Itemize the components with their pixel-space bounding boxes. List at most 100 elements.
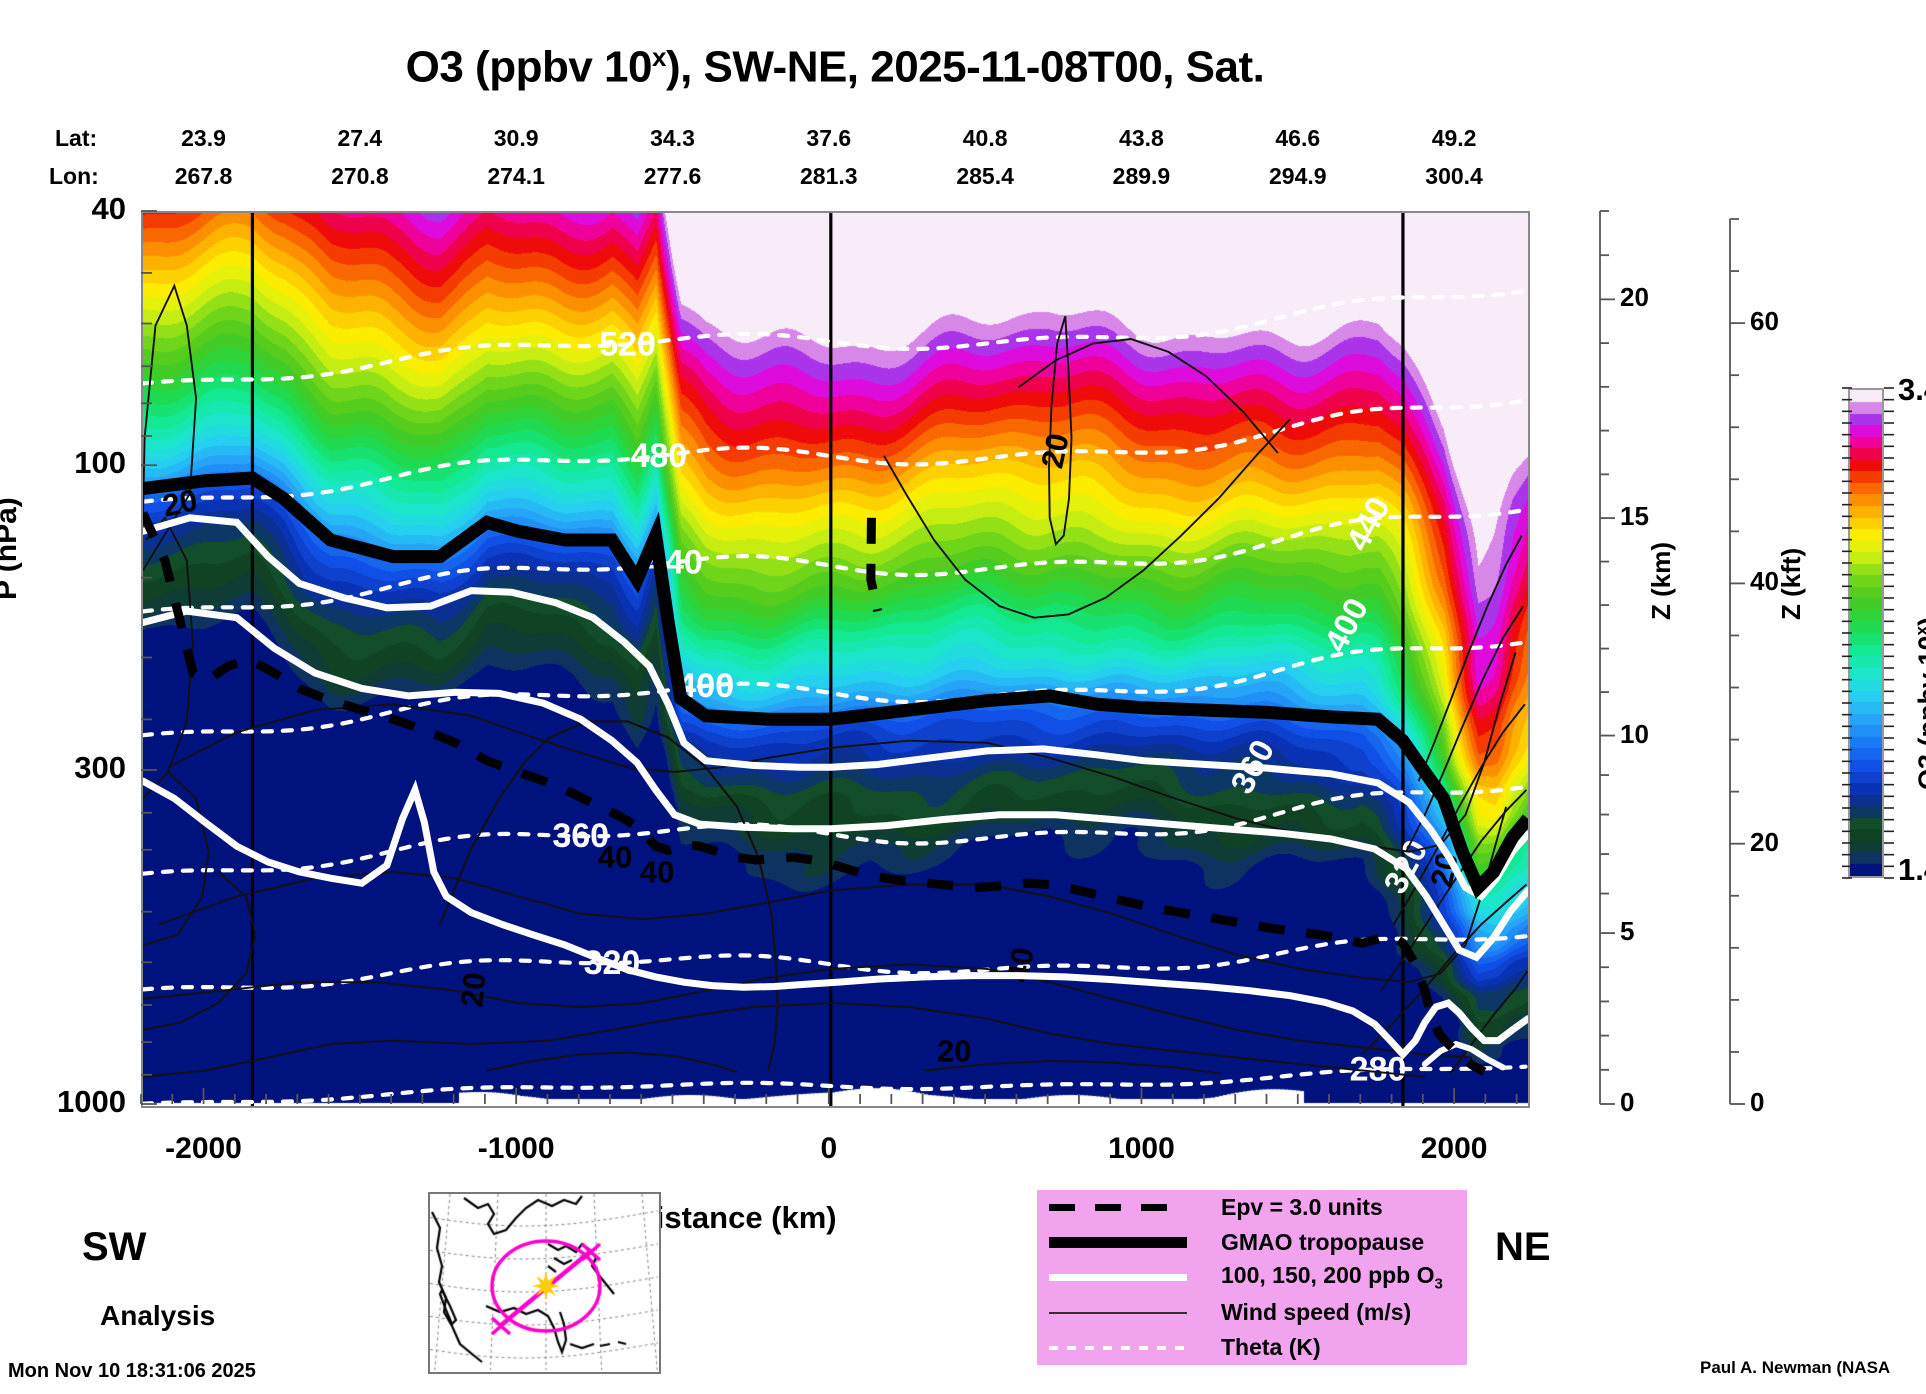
latitude-row: Lat: 23.9 27.4 30.9 34.3 37.6 40.8 43.8 46.6 49.… [0,125,1600,155]
longitude-label: Lon: [49,163,99,189]
x-tick-label: -2000 [165,1132,242,1165]
colorbar-label-exponent: x [1912,626,1926,635]
theta-contour [143,1064,1528,1106]
theta-contour-label: 360 [552,817,609,855]
x-tick-label: 0 [820,1132,838,1165]
wind-speed-contour-label: 40 [640,855,674,890]
wind-speed-contour [439,720,779,1071]
y-tick-label: 300 [74,749,126,785]
latitude-value: 46.6 [1275,125,1321,151]
y-axis-label: P (hPa) [0,497,23,600]
theta-contour-label: 520 [599,325,656,363]
colorbar-label-prefix: O3 (ppbv 10 [1913,635,1926,790]
latitude-value: 27.4 [337,125,383,151]
legend-dash [1103,1345,1112,1350]
page-title: O3 (ppbv 10x), SW-NE, 2025-11-08T00, Sat… [0,42,1670,93]
wind-speed-contour [1405,605,1525,853]
gmao-tropopause-line [143,471,1528,899]
z-kft-tick-label: 0 [1750,1087,1765,1117]
longitude-value: 285.4 [956,163,1014,189]
longitude-value: 270.8 [331,163,389,189]
z-km-axis-label: Z (km) [1646,542,1676,620]
legend-label: Epv = 3.0 units [1221,1194,1383,1220]
x-tick-label: -1000 [477,1132,555,1165]
ozone-contour-field [143,213,1528,1106]
longitude-value: 277.6 [643,163,702,189]
legend-line [1049,1274,1187,1281]
wind-speed-contour [486,1051,738,1074]
contour-overlay: 2803203604004404805203603204004402020202… [143,213,1528,1106]
x-tick-label: 2000 [1420,1132,1488,1165]
legend-dash [1121,1345,1130,1350]
generation-timestamp: Mon Nov 10 18:31:06 2025 [8,1360,256,1382]
wind-speed-contour [1361,883,1528,1055]
legend-key-dashed-black-line [1037,1190,1207,1225]
wind-speed-contour [167,652,1517,853]
longitude-value: 281.3 [800,163,858,189]
wind-speed-contour [883,418,1292,619]
longitude-value: 274.1 [487,163,545,189]
wind-speed-contour-label: 20 [937,1034,971,1069]
inset-map-canvas [430,1194,659,1372]
legend-label: GMAO tropopause [1221,1229,1425,1255]
legend-line [1049,1237,1187,1248]
wind-speed-contour [1392,703,1526,926]
legend-item: Epv = 3.0 units [1037,1190,1467,1225]
wind-speed-contour [143,963,1472,1059]
epv-contour [866,517,883,613]
legend-box: Epv = 3.0 units GMAO tropopause 100, 150, … [1037,1190,1467,1365]
latitude-value: 30.9 [493,125,539,151]
sw-direction-label: SW [82,1225,147,1269]
x-tick-label: 1000 [1108,1132,1175,1165]
legend-line [1049,1311,1187,1314]
latitude-value: 23.9 [181,125,226,151]
latitude-value: 40.8 [962,125,1008,151]
legend-dash [1157,1345,1166,1350]
legend-key-white-dotted-line [1037,1330,1207,1365]
colorbar [1848,388,1884,878]
o3-threshold-contour [143,514,1528,901]
legend-dash [1085,1345,1094,1350]
y-tick-label: 40 [91,191,126,226]
longitude-value: 294.9 [1268,163,1327,189]
o3-threshold-contour [143,777,1528,1060]
ne-direction-label: NE [1495,1225,1551,1269]
epv-contour [143,511,1487,1076]
z-kft-tick-label: 20 [1750,826,1779,857]
theta-contour [143,288,1528,386]
author-credit: Paul A. Newman (NASA [1700,1358,1891,1377]
z-km-tick-label: 10 [1620,718,1649,749]
theta-contour [143,398,1528,504]
latitude-value: 37.6 [806,125,852,151]
legend-dash [1141,1204,1167,1211]
legend-key-white-line [1037,1260,1207,1295]
title-prefix: O3 (ppbv 10 [405,42,653,92]
wind-speed-contour-label: 20 [454,971,492,1009]
legend-dash [1139,1345,1148,1350]
legend-dash [1095,1204,1121,1211]
o3-threshold-contour [1421,1040,1506,1071]
colorbar-axis-label: O3 (ppbv 10x) [1912,617,1926,790]
theta-contour [143,507,1528,614]
legend-item: Theta (K) [1037,1330,1467,1365]
inset-location-map [428,1192,661,1374]
wind-speed-contour [143,771,210,947]
wind-speed-contour [1048,315,1073,547]
longitude-row: Lon: 267.8 270.8 274.1 277.6 281.3 285.4 289.9… [0,163,1600,193]
colorbar-max-label: 3.48 [1898,372,1926,407]
o3-threshold-contour [143,607,1528,962]
theta-contour-label: 400 [1317,592,1376,658]
wind-speed-contour [143,1002,1425,1078]
colorbar-gradient [1850,390,1882,876]
theta-contour [143,640,1528,738]
colorbar-label-suffix: ) [1913,617,1926,626]
latitude-value: 43.8 [1119,125,1164,151]
colorbar-min-label: 1.48 [1898,852,1926,887]
title-suffix: ), SW-NE, 2025-11-08T00, Sat. [665,42,1265,92]
latitude-value: 34.3 [650,125,695,151]
wind-speed-contour [1017,338,1279,454]
legend-item: Wind speed (m/s) [1037,1295,1467,1330]
y-tick-label: 1000 [57,1084,126,1119]
legend-label: 100, 150, 200 ppb O3 [1221,1262,1443,1293]
z-km-tick-label: 20 [1620,282,1649,313]
